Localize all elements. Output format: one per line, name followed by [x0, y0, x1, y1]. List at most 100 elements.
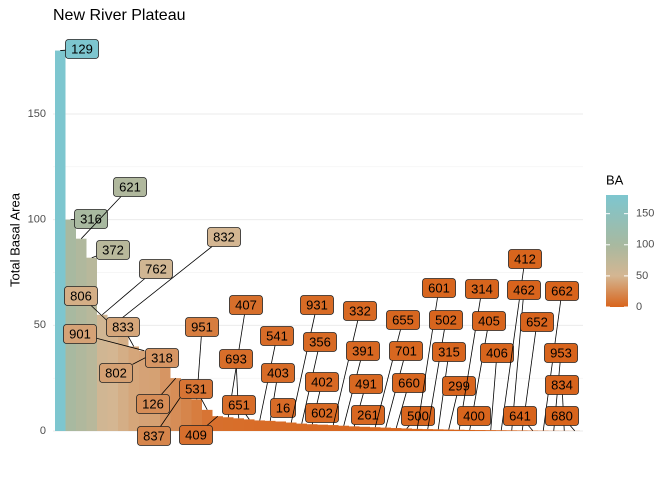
bar	[244, 419, 255, 431]
y-tick-label: 100	[28, 214, 46, 226]
bar-label: 762	[145, 261, 167, 276]
label-box	[99, 363, 133, 383]
bar-label: 655	[392, 312, 414, 327]
bar-label: 602	[311, 405, 333, 420]
label-box	[64, 286, 98, 306]
bar-label: 462	[513, 282, 535, 297]
bar	[128, 346, 139, 431]
label-box	[389, 341, 423, 361]
bar	[265, 420, 276, 431]
bar	[422, 429, 433, 431]
label-box	[207, 227, 241, 247]
bar-label: 407	[235, 297, 257, 312]
y-tick-label: 0	[40, 425, 46, 437]
bar	[254, 420, 265, 431]
bar	[349, 426, 360, 431]
legend-tick-label: 50	[636, 270, 648, 282]
bar-label: 531	[185, 381, 207, 396]
label-box	[145, 348, 179, 368]
leader-line	[127, 336, 135, 347]
bar-label: 405	[478, 313, 500, 328]
label-box	[222, 395, 256, 415]
label-box	[349, 374, 383, 394]
bar-label: 16	[276, 400, 290, 415]
legend-tick-label: 150	[636, 208, 654, 220]
label-box	[300, 295, 334, 315]
label-box	[179, 425, 213, 445]
label-box	[386, 310, 420, 330]
bar-label: 651	[228, 397, 250, 412]
bar-label: 406	[486, 345, 508, 360]
bar	[412, 428, 423, 431]
bar-label: 953	[550, 345, 572, 360]
bar	[149, 352, 160, 431]
leader-line	[490, 362, 497, 431]
label-box	[507, 280, 541, 300]
label-box	[260, 326, 294, 346]
bar-label: 641	[509, 408, 531, 423]
bar-label: 412	[514, 251, 536, 266]
leader-line	[332, 320, 359, 426]
bar-label: 951	[191, 319, 213, 334]
bar-label: 261	[357, 407, 379, 422]
bar-label: 129	[71, 41, 93, 56]
bar	[380, 427, 391, 431]
bar-label: 314	[471, 281, 493, 296]
leader-line	[245, 414, 250, 420]
bar-label: 502	[435, 312, 457, 327]
bar	[506, 430, 517, 431]
bar	[296, 423, 307, 431]
label-box	[392, 373, 426, 393]
bar	[401, 428, 412, 431]
label-box	[96, 240, 130, 260]
bar-label: 901	[69, 326, 91, 341]
bar	[433, 429, 444, 431]
bar-label: 332	[349, 303, 371, 318]
bar-label: 541	[266, 328, 288, 343]
bar-label: 601	[428, 280, 450, 295]
bar	[275, 421, 286, 431]
bar	[485, 430, 496, 431]
legend-tick-label: 100	[636, 239, 654, 251]
bar	[212, 416, 223, 431]
label-box	[261, 363, 295, 383]
leader-line	[528, 425, 534, 431]
label-box	[139, 259, 173, 279]
bar	[286, 422, 297, 431]
bar	[475, 430, 486, 431]
bar	[307, 424, 318, 431]
bar-label: 391	[352, 343, 374, 358]
y-axis-title: Total Basal Area	[7, 192, 22, 287]
label-box	[508, 249, 542, 269]
bar	[223, 417, 234, 431]
label-box	[179, 379, 213, 399]
bar-label: 315	[438, 344, 460, 359]
bar-label: 931	[306, 297, 328, 312]
legend-title: BA	[606, 172, 624, 187]
label-box	[545, 281, 579, 301]
bar-label: 372	[102, 242, 124, 257]
bar-label: 402	[311, 374, 333, 389]
bar	[86, 257, 97, 431]
bar	[233, 418, 244, 431]
leader-line	[112, 246, 213, 326]
bar	[496, 430, 507, 431]
y-tick-label: 150	[28, 108, 46, 120]
bar-label: 802	[105, 365, 127, 380]
leader-line	[569, 425, 576, 432]
label-box	[429, 310, 463, 330]
bar	[118, 335, 129, 431]
bar	[517, 430, 528, 431]
label-box	[545, 375, 579, 395]
bar	[359, 426, 370, 431]
bar-label: 832	[213, 229, 235, 244]
leader-line	[385, 360, 404, 428]
bar	[464, 429, 475, 431]
label-box	[422, 278, 456, 298]
label-box	[472, 311, 506, 331]
bar-label: 491	[355, 376, 377, 391]
chart-title: New River Plateau	[53, 7, 186, 24]
label-box	[457, 406, 491, 426]
label-box	[305, 403, 339, 423]
